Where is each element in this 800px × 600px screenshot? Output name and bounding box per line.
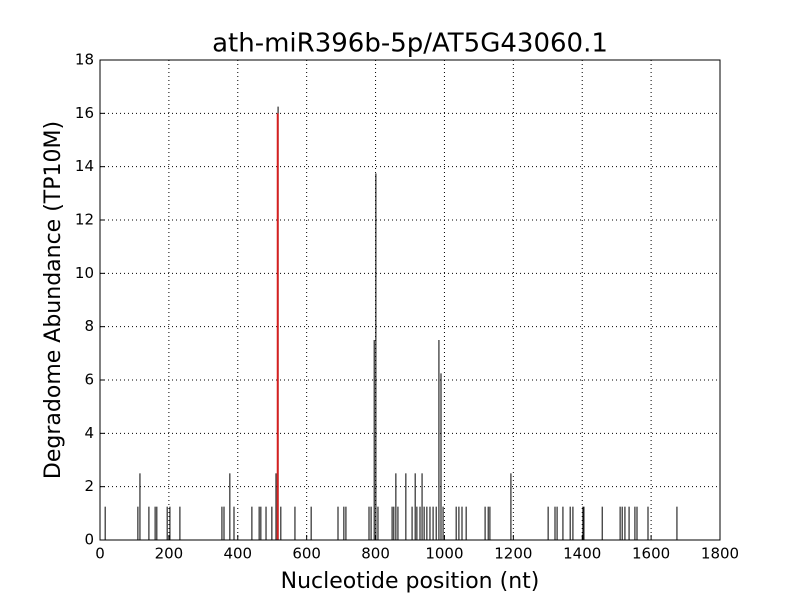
x-tick-label: 0 xyxy=(95,545,105,563)
y-tick-label: 18 xyxy=(75,51,94,69)
y-tick-label: 4 xyxy=(84,424,94,442)
y-tick-label: 12 xyxy=(75,211,94,229)
x-tick-label: 1200 xyxy=(494,545,532,563)
x-tick-label: 1800 xyxy=(701,545,739,563)
y-tick-label: 10 xyxy=(75,264,94,282)
x-tick-label: 600 xyxy=(292,545,321,563)
y-tick-label: 16 xyxy=(75,104,94,122)
y-tick-label: 0 xyxy=(84,531,94,549)
y-tick-label: 14 xyxy=(75,157,94,175)
x-tick-label: 200 xyxy=(155,545,184,563)
x-tick-label: 1400 xyxy=(563,545,601,563)
x-tick-label: 400 xyxy=(223,545,252,563)
x-tick-label: 800 xyxy=(361,545,390,563)
y-axis-label: Degradome Abundance (TP10M) xyxy=(41,121,66,479)
y-tick-label: 2 xyxy=(84,477,94,495)
x-tick-label: 1000 xyxy=(425,545,463,563)
y-tick-label: 6 xyxy=(84,371,94,389)
x-axis-label: Nucleotide position (nt) xyxy=(281,569,540,594)
y-tick-label: 8 xyxy=(84,317,94,335)
plot-frame xyxy=(99,59,721,541)
x-tick-label: 1600 xyxy=(632,545,670,563)
chart-title: ath-miR396b-5p/AT5G43060.1 xyxy=(212,29,608,59)
